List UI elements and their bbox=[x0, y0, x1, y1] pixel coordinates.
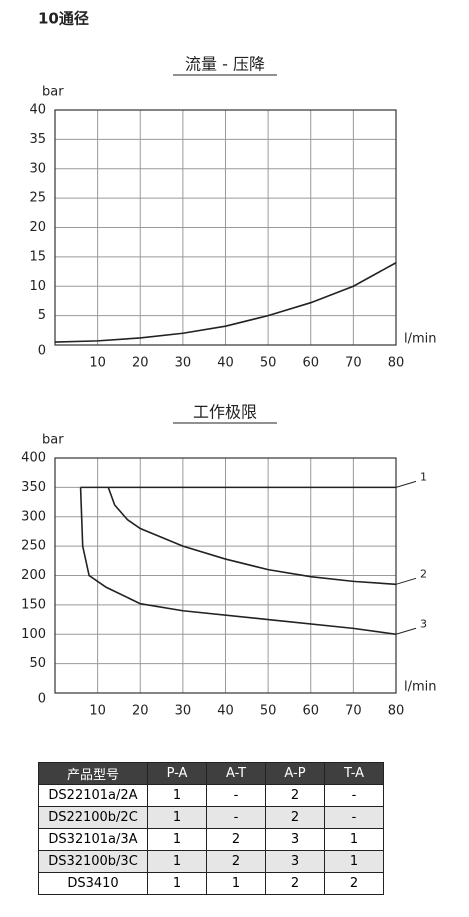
x-tick-label: 20 bbox=[132, 704, 149, 719]
header-cell: 产品型号 bbox=[38, 762, 148, 785]
table-cell: DS3410 bbox=[38, 872, 148, 895]
curve-label: 3 bbox=[420, 617, 427, 630]
y-axis-label: bar bbox=[42, 85, 64, 100]
table-cell: 2 bbox=[265, 784, 325, 807]
x-axis-label: l/min bbox=[404, 680, 437, 695]
x-tick-label: 30 bbox=[175, 356, 192, 371]
plot-frame bbox=[54, 109, 397, 346]
plot-frame bbox=[54, 457, 397, 694]
y-tick-label: 0 bbox=[38, 344, 46, 359]
x-tick-label: 40 bbox=[217, 704, 234, 719]
header-cell: T-A bbox=[324, 762, 384, 785]
table-cell: 1 bbox=[324, 828, 384, 851]
y-tick-label: 10 bbox=[29, 279, 46, 294]
table-cell: DS22101a/2A bbox=[38, 784, 148, 807]
header-cell: A-T bbox=[206, 762, 266, 785]
header-cell: A-P bbox=[265, 762, 325, 785]
table-cell: DS32101a/3A bbox=[38, 828, 148, 851]
table-row: DS3410 1 1 2 2 bbox=[38, 872, 384, 895]
curve-label: 2 bbox=[420, 567, 427, 580]
y-tick-label: 300 bbox=[21, 509, 46, 524]
chart-title: 工作极限 bbox=[193, 403, 257, 422]
table-cell: - bbox=[324, 806, 384, 829]
table-cell: 2 bbox=[206, 828, 266, 851]
table-cell: - bbox=[206, 784, 266, 807]
page-title: 10通径 bbox=[38, 10, 89, 28]
table-cell: DS22100b/2C bbox=[38, 806, 148, 829]
y-tick-label: 150 bbox=[21, 597, 46, 612]
curve bbox=[54, 262, 397, 343]
y-tick-label: 20 bbox=[29, 220, 46, 235]
x-tick-label: 60 bbox=[302, 704, 319, 719]
y-tick-label: 250 bbox=[21, 539, 46, 554]
y-tick-label: 200 bbox=[21, 568, 46, 583]
y-tick-label: 30 bbox=[29, 161, 46, 176]
x-tick-label: 50 bbox=[260, 356, 277, 371]
table-cell: 2 bbox=[324, 872, 384, 895]
table-row: DS32100b/3C 1 2 3 1 bbox=[38, 850, 384, 873]
table-cell: 1 bbox=[147, 850, 207, 873]
product-table: 产品型号 P-A A-T A-P T-A DS22101a/2A 1-2- DS22… bbox=[38, 762, 384, 895]
y-tick-label: 350 bbox=[21, 480, 46, 495]
table-cell: 3 bbox=[265, 828, 325, 851]
curve bbox=[107, 487, 397, 586]
table-row: DS22101a/2A 1-2- bbox=[38, 784, 384, 807]
x-tick-label: 70 bbox=[345, 704, 362, 719]
table-row: DS22100b/2C 1-2- bbox=[38, 806, 384, 829]
table-cell: 1 bbox=[206, 872, 266, 895]
table-cell: 2 bbox=[206, 850, 266, 873]
y-tick-label: 100 bbox=[21, 627, 46, 642]
x-tick-label: 10 bbox=[89, 356, 106, 371]
x-tick-label: 20 bbox=[132, 356, 149, 371]
leader-line bbox=[395, 577, 417, 585]
table-cell: - bbox=[206, 806, 266, 829]
table-cell: DS32100b/3C bbox=[38, 850, 148, 873]
table-cell: 2 bbox=[265, 872, 325, 895]
y-tick-label: 400 bbox=[21, 451, 46, 466]
x-tick-label: 80 bbox=[388, 704, 405, 719]
table-cell: 2 bbox=[265, 806, 325, 829]
x-axis-label: l/min bbox=[404, 332, 437, 347]
leader-line bbox=[395, 480, 417, 488]
x-tick-label: 50 bbox=[260, 704, 277, 719]
x-tick-label: 80 bbox=[388, 356, 405, 371]
y-tick-label: 50 bbox=[29, 656, 46, 671]
table-cell: 1 bbox=[324, 850, 384, 873]
x-tick-label: 30 bbox=[175, 704, 192, 719]
table-cell: 3 bbox=[265, 850, 325, 873]
table-row: DS32101a/3A 1 2 3 1 bbox=[38, 828, 384, 851]
y-tick-label: 15 bbox=[29, 249, 46, 264]
table-cell: - bbox=[324, 784, 384, 807]
y-tick-label: 25 bbox=[29, 191, 46, 206]
table-cell: 1 bbox=[147, 872, 207, 895]
x-tick-label: 70 bbox=[345, 356, 362, 371]
y-tick-label: 35 bbox=[29, 132, 46, 147]
header-cell: P-A bbox=[147, 762, 207, 785]
table-cell: 1 bbox=[147, 828, 207, 851]
x-tick-label: 10 bbox=[89, 704, 106, 719]
table-cell: 1 bbox=[147, 806, 207, 829]
x-tick-label: 40 bbox=[217, 356, 234, 371]
x-tick-label: 60 bbox=[302, 356, 319, 371]
y-tick-label: 5 bbox=[38, 308, 46, 323]
table-cell: 1 bbox=[147, 784, 207, 807]
curve-label: 1 bbox=[420, 470, 427, 483]
y-tick-label: 0 bbox=[38, 692, 46, 707]
chart-title: 流量 - 压降 bbox=[185, 55, 265, 74]
header-row: 产品型号 P-A A-T A-P T-A bbox=[38, 762, 384, 785]
y-axis-label: bar bbox=[42, 433, 64, 448]
leader-line bbox=[395, 627, 417, 635]
curve bbox=[79, 487, 397, 636]
y-tick-label: 40 bbox=[29, 103, 46, 118]
